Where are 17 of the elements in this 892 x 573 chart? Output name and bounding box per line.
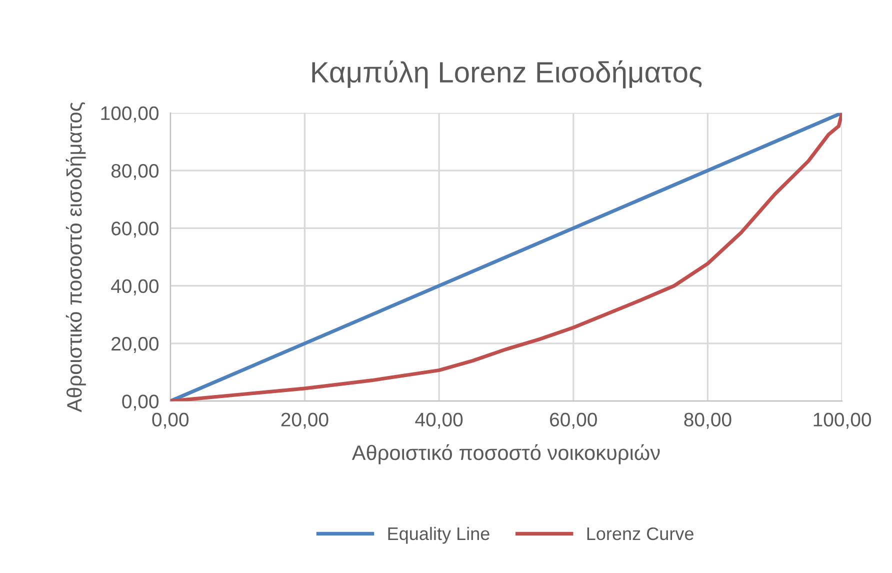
x-tick-label: 40,00: [415, 412, 463, 429]
x-tick-label: 100,00: [814, 412, 872, 429]
chart-title: Καμπύλη Lorenz Εισοδήματος: [312, 60, 702, 88]
legend-label: Equality Line: [388, 526, 490, 544]
y-tick-label: 40,00: [111, 279, 159, 296]
x-tick-label: 60,00: [550, 412, 597, 429]
x-tick-label: 80,00: [684, 412, 732, 429]
x-tick-label: 0,00: [152, 412, 189, 429]
x-axis-title: Αθροιστικό ποσοστό νοικοκυριών: [352, 444, 660, 464]
y-tick-label: 60,00: [112, 222, 159, 238]
y-tick-label: 100,00: [101, 106, 159, 122]
legend-label: Lorenz Curve: [587, 527, 694, 540]
y-axis-title: Αθροιστικό ποσοστό εισοδήματος: [66, 102, 86, 412]
y-tick-label: 0,00: [122, 394, 159, 411]
x-tick-label: 20,00: [281, 412, 328, 429]
y-tick-label: 20,00: [112, 336, 159, 353]
y-tick-label: 80,00: [111, 164, 159, 180]
